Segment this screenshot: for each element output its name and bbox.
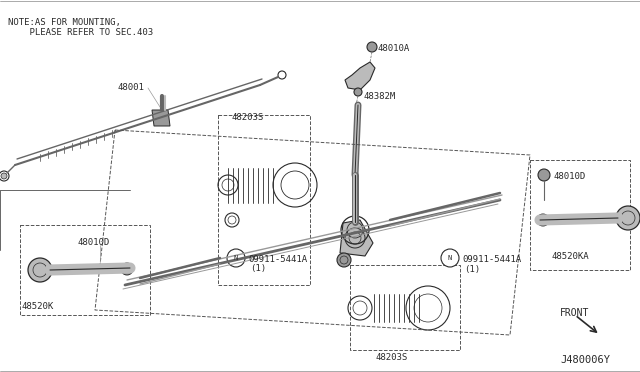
Circle shape: [354, 88, 362, 96]
Circle shape: [538, 169, 550, 181]
Circle shape: [121, 263, 133, 275]
Circle shape: [337, 253, 351, 267]
Text: 48010D: 48010D: [553, 172, 585, 181]
Text: FRONT: FRONT: [560, 308, 589, 318]
Circle shape: [1, 173, 7, 179]
Circle shape: [537, 214, 549, 226]
Bar: [350, 265, 460, 350]
Text: 48010A: 48010A: [378, 44, 410, 53]
Text: 09911-5441A: 09911-5441A: [462, 255, 521, 264]
Text: (1): (1): [464, 265, 480, 274]
Text: N: N: [234, 255, 238, 261]
Circle shape: [227, 249, 245, 267]
Bar: [530, 160, 630, 270]
Text: 48382M: 48382M: [363, 92, 396, 101]
Text: 48010D: 48010D: [78, 238, 110, 247]
Circle shape: [616, 206, 640, 230]
Polygon shape: [340, 220, 373, 256]
Text: 48203S: 48203S: [232, 113, 264, 122]
Text: J480006Y: J480006Y: [560, 355, 610, 365]
Text: 48203S: 48203S: [375, 353, 407, 362]
Text: 48001: 48001: [118, 83, 145, 92]
Circle shape: [441, 249, 459, 267]
Text: 48520KA: 48520KA: [552, 252, 589, 261]
Text: (1): (1): [250, 264, 266, 273]
Bar: [218, 115, 310, 285]
Text: 09911-5441A: 09911-5441A: [248, 255, 307, 264]
Circle shape: [367, 42, 377, 52]
Polygon shape: [152, 110, 170, 126]
Polygon shape: [345, 62, 375, 90]
Circle shape: [28, 258, 52, 282]
Text: PLEASE REFER TO SEC.403: PLEASE REFER TO SEC.403: [8, 28, 153, 37]
Text: 48520K: 48520K: [22, 302, 54, 311]
Bar: [20, 225, 150, 315]
Text: N: N: [448, 255, 452, 261]
Text: NOTE:AS FOR MOUNTING,: NOTE:AS FOR MOUNTING,: [8, 18, 121, 27]
